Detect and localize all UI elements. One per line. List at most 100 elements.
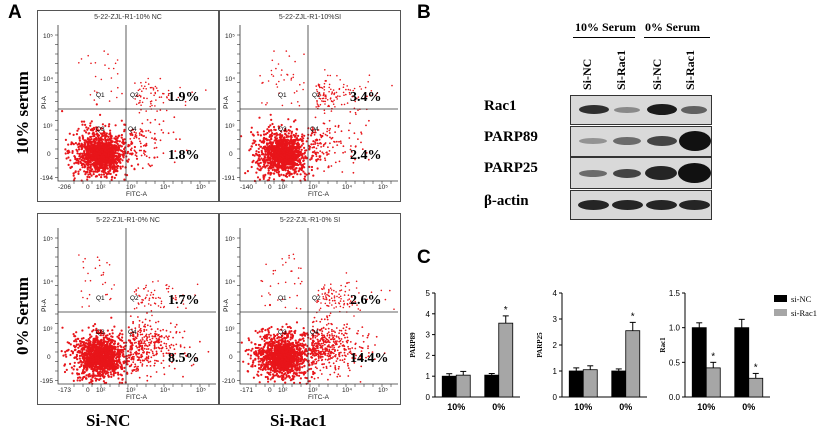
quadrant-label-q4: Q4 bbox=[128, 126, 137, 133]
x-tick-2: 10² bbox=[278, 184, 288, 191]
row-label-10-serum: 10% serum bbox=[13, 71, 32, 155]
flow-plot: 5-22-ZJL-R1-10% NC Q1 Q2 Q3 Q4 1.9% 1.8% FITC-A… bbox=[37, 10, 219, 202]
x-tick-2: 10² bbox=[96, 387, 106, 394]
upper-right-percent: 1.7% bbox=[168, 293, 200, 308]
category-label: 10% bbox=[697, 402, 715, 412]
bar bbox=[705, 367, 721, 398]
y-tick-3: 10³ bbox=[43, 123, 53, 130]
y-axis-label: PI-A bbox=[40, 299, 48, 312]
y-tick-4: 10⁴ bbox=[225, 76, 236, 83]
panel-label-c: C bbox=[417, 247, 431, 268]
bar bbox=[734, 327, 750, 398]
y-tick-label: 0.5 bbox=[669, 358, 681, 367]
y-tick-3: 10³ bbox=[225, 326, 235, 333]
blot-strip-parp25 bbox=[570, 157, 712, 189]
bar bbox=[625, 330, 641, 398]
y-tick-label: 5 bbox=[426, 289, 431, 298]
blot-label-parp89: PARP89 bbox=[484, 129, 538, 145]
y-tick-5: 10⁵ bbox=[225, 33, 235, 40]
significance-marker: * bbox=[631, 311, 635, 322]
bar-chart-rac1: 0.0 0.5 1.0 1.5 Rac1 10% 0% * * si-NC si-Rac1 bbox=[659, 289, 817, 412]
blot-label-rac1: Rac1 bbox=[484, 98, 517, 114]
band bbox=[579, 138, 607, 144]
band bbox=[614, 107, 640, 113]
x-tick-5: 10⁵ bbox=[378, 387, 388, 394]
bar bbox=[691, 327, 707, 398]
flow-plot: 5-22-ZJL-R1-0% SI Q1 Q2 Q3 Q4 2.6% 14.4% FITC-A… bbox=[219, 213, 401, 405]
y-tick-label: 1 bbox=[426, 372, 431, 381]
x-min-label: -140 bbox=[240, 184, 254, 191]
y-tick-label: 3 bbox=[553, 315, 558, 324]
lane-label-4: Si-Rac1 bbox=[683, 50, 697, 90]
legend-swatch bbox=[774, 295, 787, 302]
band bbox=[647, 104, 677, 115]
y-axis-label: PI-A bbox=[222, 96, 230, 109]
quadrant-label-q4: Q4 bbox=[310, 126, 319, 133]
category-label: 10% bbox=[574, 402, 592, 412]
x-axis-label: FITC-A bbox=[308, 394, 329, 401]
quadrant-label-q1: Q1 bbox=[278, 295, 287, 302]
x-axis-label: FITC-A bbox=[126, 394, 147, 401]
x-axis-label: FITC-A bbox=[126, 191, 147, 198]
bar bbox=[441, 375, 457, 398]
y-tick-label: 1 bbox=[553, 367, 558, 376]
y-tick-label: 2 bbox=[553, 341, 558, 350]
x-axis-label: FITC-A bbox=[308, 191, 329, 198]
y-tick-label: 0 bbox=[553, 393, 558, 402]
quadrant-label-q4: Q4 bbox=[310, 329, 319, 336]
band bbox=[679, 200, 710, 210]
band bbox=[646, 200, 677, 210]
y-tick-5: 10⁵ bbox=[225, 236, 235, 243]
band bbox=[679, 131, 711, 151]
x-tick-2: 10² bbox=[278, 387, 288, 394]
x-min-label: -173 bbox=[58, 387, 72, 394]
blot-label-parp25: PARP25 bbox=[484, 160, 538, 176]
blot-strip-rac1 bbox=[570, 95, 712, 125]
quadrant-label-q2: Q2 bbox=[130, 295, 139, 302]
x-tick-4: 10⁴ bbox=[342, 184, 353, 191]
x-tick-4: 10⁴ bbox=[160, 387, 171, 394]
row-label-0-serum: 0% Serum bbox=[13, 277, 32, 355]
category-label: 0% bbox=[742, 402, 755, 412]
y-tick-label: 0 bbox=[426, 393, 431, 402]
band bbox=[645, 166, 677, 180]
y-tick-3: 10³ bbox=[225, 123, 235, 130]
bar bbox=[748, 377, 764, 398]
bar bbox=[484, 374, 500, 398]
category-label: 0% bbox=[492, 402, 505, 412]
category-label: 0% bbox=[619, 402, 632, 412]
y-tick-label: 4 bbox=[426, 310, 431, 319]
y-tick-4: 10⁴ bbox=[43, 76, 54, 83]
group-underline-0 bbox=[644, 37, 710, 38]
y-tick-label: 4 bbox=[553, 289, 558, 298]
band bbox=[613, 169, 641, 178]
band bbox=[613, 137, 641, 145]
x-tick-3: 10³ bbox=[126, 184, 136, 191]
bar bbox=[455, 374, 471, 398]
band bbox=[578, 200, 609, 210]
legend-label: si-NC bbox=[791, 294, 812, 304]
quadrant-label-q1: Q1 bbox=[278, 92, 287, 99]
band bbox=[612, 200, 643, 210]
quadrant-label-q2: Q2 bbox=[312, 92, 321, 99]
band bbox=[681, 106, 707, 114]
x-tick-5: 10⁵ bbox=[196, 387, 206, 394]
quadrant-label-q1: Q1 bbox=[96, 295, 105, 302]
bar-chart-parp89: 0 1 2 3 4 5 PARP89 10% 0% * bbox=[409, 289, 520, 412]
blot-label-beta-actin: β-actin bbox=[484, 193, 529, 209]
x-tick-0: 0 bbox=[268, 387, 272, 394]
y-axis-label: PARP89 bbox=[409, 332, 417, 358]
x-tick-3: 10³ bbox=[308, 387, 318, 394]
flow-scatter bbox=[55, 228, 216, 387]
x-min-label: -206 bbox=[58, 184, 72, 191]
y-tick-0: 0 bbox=[47, 151, 51, 158]
bar bbox=[498, 322, 514, 398]
panel-label-a: A bbox=[8, 2, 22, 23]
y-axis-label: PI-A bbox=[40, 96, 48, 109]
quadrant-label-q3: Q3 bbox=[278, 126, 287, 133]
y-axis-label: PARP25 bbox=[536, 332, 544, 358]
flow-plot-title: 5-22-ZJL-R1-0% SI bbox=[279, 217, 341, 224]
upper-right-percent: 1.9% bbox=[168, 90, 200, 105]
bar-chart-parp25: 0 1 2 3 4 PARP25 10% 0% * bbox=[536, 289, 647, 412]
panel-label-b: B bbox=[417, 2, 431, 23]
